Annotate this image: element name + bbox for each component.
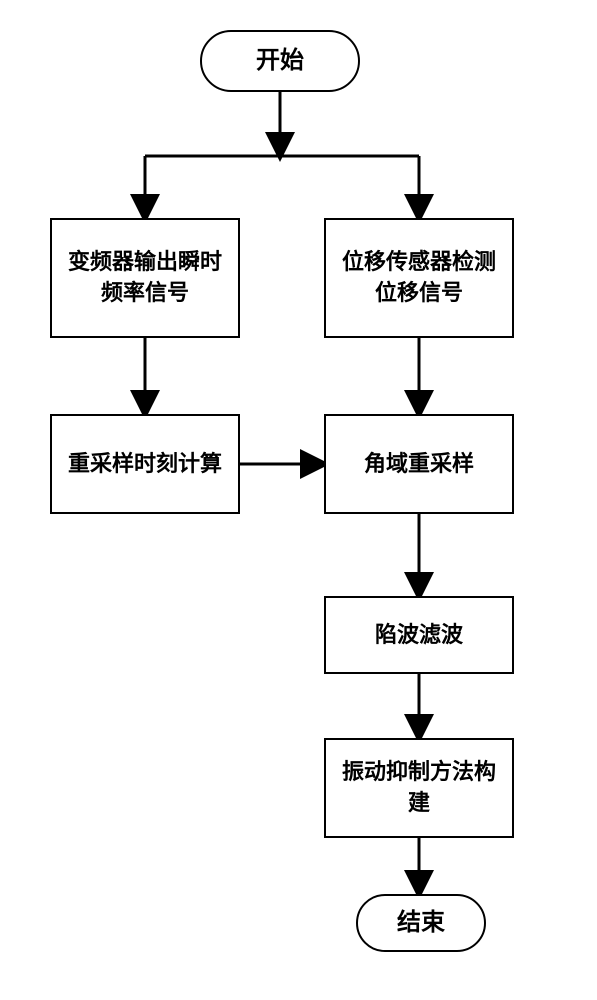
node-disp_signal: 位移传感器检测位移信号 (324, 218, 514, 338)
node-label-start: 开始 (246, 44, 314, 78)
node-label-disp_signal: 位移传感器检测位移信号 (326, 247, 512, 309)
node-label-end: 结束 (387, 906, 455, 940)
node-end: 结束 (356, 894, 486, 952)
node-label-vibration_suppress: 振动抑制方法构建 (326, 757, 512, 819)
node-freq_signal: 变频器输出瞬时频率信号 (50, 218, 240, 338)
node-label-notch_filter: 陷波滤波 (365, 620, 473, 651)
node-start: 开始 (200, 30, 360, 92)
node-label-angle_resample: 角域重采样 (354, 449, 484, 480)
node-vibration_suppress: 振动抑制方法构建 (324, 738, 514, 838)
node-label-resample_calc: 重采样时刻计算 (58, 449, 232, 480)
node-notch_filter: 陷波滤波 (324, 596, 514, 674)
node-resample_calc: 重采样时刻计算 (50, 414, 240, 514)
node-label-freq_signal: 变频器输出瞬时频率信号 (52, 247, 238, 309)
node-angle_resample: 角域重采样 (324, 414, 514, 514)
